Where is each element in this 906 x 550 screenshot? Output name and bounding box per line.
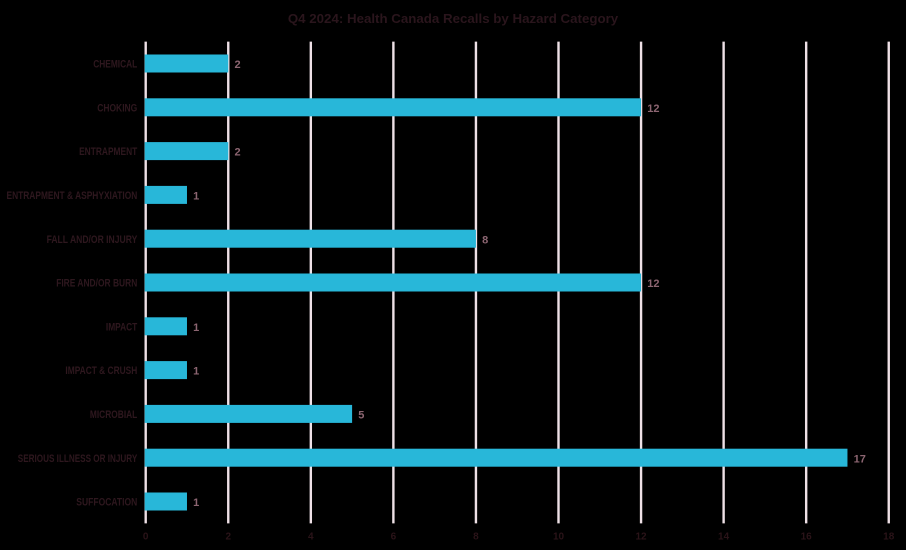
svg-text:1: 1 (193, 366, 199, 378)
svg-text:FIRE AND/OR BURN: FIRE AND/OR BURN (56, 278, 137, 290)
svg-text:14: 14 (718, 532, 730, 543)
svg-text:12: 12 (647, 103, 659, 115)
svg-text:FALL AND/OR INJURY: FALL AND/OR INJURY (47, 234, 138, 246)
svg-text:10: 10 (553, 532, 565, 543)
svg-text:CHOKING: CHOKING (97, 102, 137, 114)
svg-text:IMPACT: IMPACT (106, 321, 138, 333)
svg-text:0: 0 (143, 532, 149, 543)
svg-text:2: 2 (234, 147, 240, 159)
svg-text:4: 4 (308, 532, 314, 543)
svg-text:6: 6 (391, 532, 397, 543)
svg-text:1: 1 (193, 322, 199, 334)
svg-text:CHEMICAL: CHEMICAL (93, 59, 137, 71)
svg-text:16: 16 (801, 532, 813, 543)
svg-text:2: 2 (225, 532, 231, 543)
svg-text:12: 12 (635, 532, 647, 543)
svg-text:SUFFOCATION: SUFFOCATION (76, 497, 137, 509)
svg-text:1: 1 (193, 497, 199, 509)
svg-text:5: 5 (358, 410, 364, 422)
svg-text:Q4 2024: Health Canada Recalls: Q4 2024: Health Canada Recalls by Hazard… (288, 11, 619, 26)
svg-text:17: 17 (854, 453, 866, 465)
svg-text:8: 8 (473, 532, 479, 543)
svg-text:2: 2 (234, 59, 240, 71)
svg-text:MICROBIAL: MICROBIAL (90, 409, 138, 421)
svg-text:1: 1 (193, 191, 199, 203)
svg-text:8: 8 (482, 234, 488, 246)
svg-text:IMPACT & CRUSH: IMPACT & CRUSH (65, 365, 137, 377)
svg-text:ENTRAPMENT: ENTRAPMENT (79, 146, 137, 158)
svg-text:18: 18 (883, 532, 895, 543)
svg-text:SERIOUS ILLNESS OR INJURY: SERIOUS ILLNESS OR INJURY (18, 453, 138, 465)
svg-text:12: 12 (647, 278, 659, 290)
svg-text:ENTRAPMENT & ASPHYXIATION: ENTRAPMENT & ASPHYXIATION (7, 190, 138, 202)
